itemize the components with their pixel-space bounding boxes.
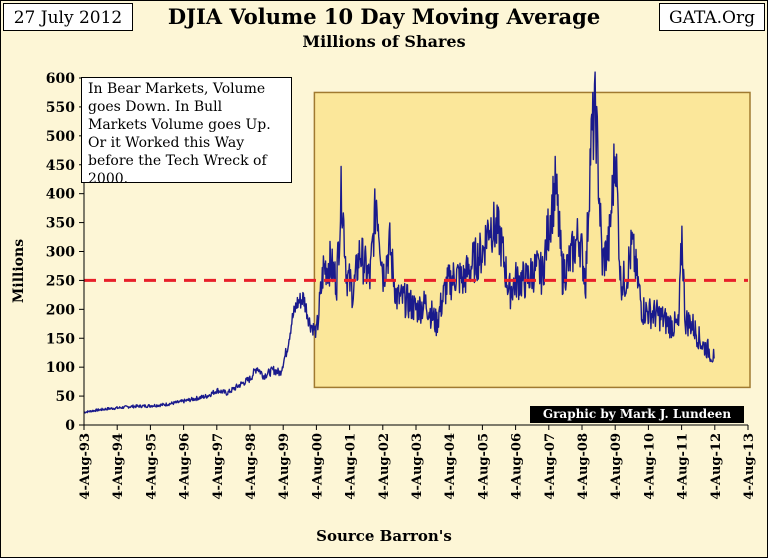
volume-series-line bbox=[83, 71, 715, 414]
date-label: 27 July 2012 bbox=[3, 3, 133, 31]
y-axis-label: Millions bbox=[11, 238, 27, 304]
y-tick-label: 550 bbox=[46, 100, 75, 116]
y-tick-label: 400 bbox=[46, 187, 75, 203]
y-tick-label: 200 bbox=[46, 302, 75, 318]
x-tick-label: 4-Aug-11 bbox=[676, 433, 691, 500]
x-tick-label: 4-Aug-99 bbox=[277, 433, 292, 500]
x-tick-label: 4-Aug-94 bbox=[111, 433, 126, 500]
chart-subtitle: Millions of Shares bbox=[302, 32, 466, 51]
x-tick-label: 4-Aug-93 bbox=[78, 433, 93, 500]
x-tick-label: 4-Aug-95 bbox=[144, 433, 159, 500]
x-tick-label: 4-Aug-96 bbox=[178, 433, 193, 500]
y-tick-label: 500 bbox=[46, 129, 75, 145]
x-tick-label: 4-Aug-08 bbox=[576, 433, 591, 500]
y-tick-label: 150 bbox=[46, 331, 75, 347]
y-tick-label: 300 bbox=[46, 245, 75, 261]
y-tick-label: 250 bbox=[46, 273, 75, 289]
x-tick-label: 4-Aug-03 bbox=[410, 433, 425, 500]
x-tick-label: 4-Aug-01 bbox=[344, 433, 359, 500]
x-tick-label: 4-Aug-97 bbox=[211, 433, 226, 500]
x-tick-label: 4-Aug-07 bbox=[543, 433, 558, 500]
credit-label: Graphic by Mark J. Lundeen bbox=[530, 406, 744, 423]
x-tick-label: 4-Aug-02 bbox=[377, 433, 392, 500]
x-tick-label: 4-Aug-09 bbox=[609, 433, 624, 500]
highlight-region bbox=[313, 91, 751, 389]
x-tick-label: 4-Aug-13 bbox=[742, 433, 757, 500]
annotation-box: In Bear Markets, Volume goes Down. In Bu… bbox=[81, 77, 292, 187]
y-tick-label: 600 bbox=[46, 71, 75, 87]
y-tick-label: 450 bbox=[46, 158, 75, 174]
x-tick-label: 4-Aug-05 bbox=[476, 433, 491, 500]
site-label: GATA.Org bbox=[659, 3, 765, 31]
y-tick-label: 50 bbox=[56, 389, 76, 405]
y-axis-ticks: 0 50 100 150 200 250 300 350 400 450 500 550 600 bbox=[46, 71, 84, 434]
x-tick-label: 4-Aug-10 bbox=[642, 433, 657, 500]
x-tick-label: 4-Aug-04 bbox=[443, 433, 458, 500]
y-tick-label: 350 bbox=[46, 216, 75, 232]
x-axis-label: Source Barron's bbox=[316, 527, 452, 545]
x-tick-label: 4-Aug-12 bbox=[709, 433, 724, 500]
x-tick-label: 4-Aug-00 bbox=[310, 433, 325, 500]
y-tick-label: 100 bbox=[46, 360, 75, 376]
x-tick-label: 4-Aug-98 bbox=[244, 433, 259, 500]
chart-title: DJIA Volume 10 Day Moving Average bbox=[167, 4, 601, 29]
x-axis: 4-Aug-93 4-Aug-94 4-Aug-95 4-Aug-96 4-Aug-97… bbox=[78, 425, 757, 500]
x-tick-label: 4-Aug-06 bbox=[510, 433, 525, 500]
y-tick-label: 0 bbox=[65, 418, 75, 434]
